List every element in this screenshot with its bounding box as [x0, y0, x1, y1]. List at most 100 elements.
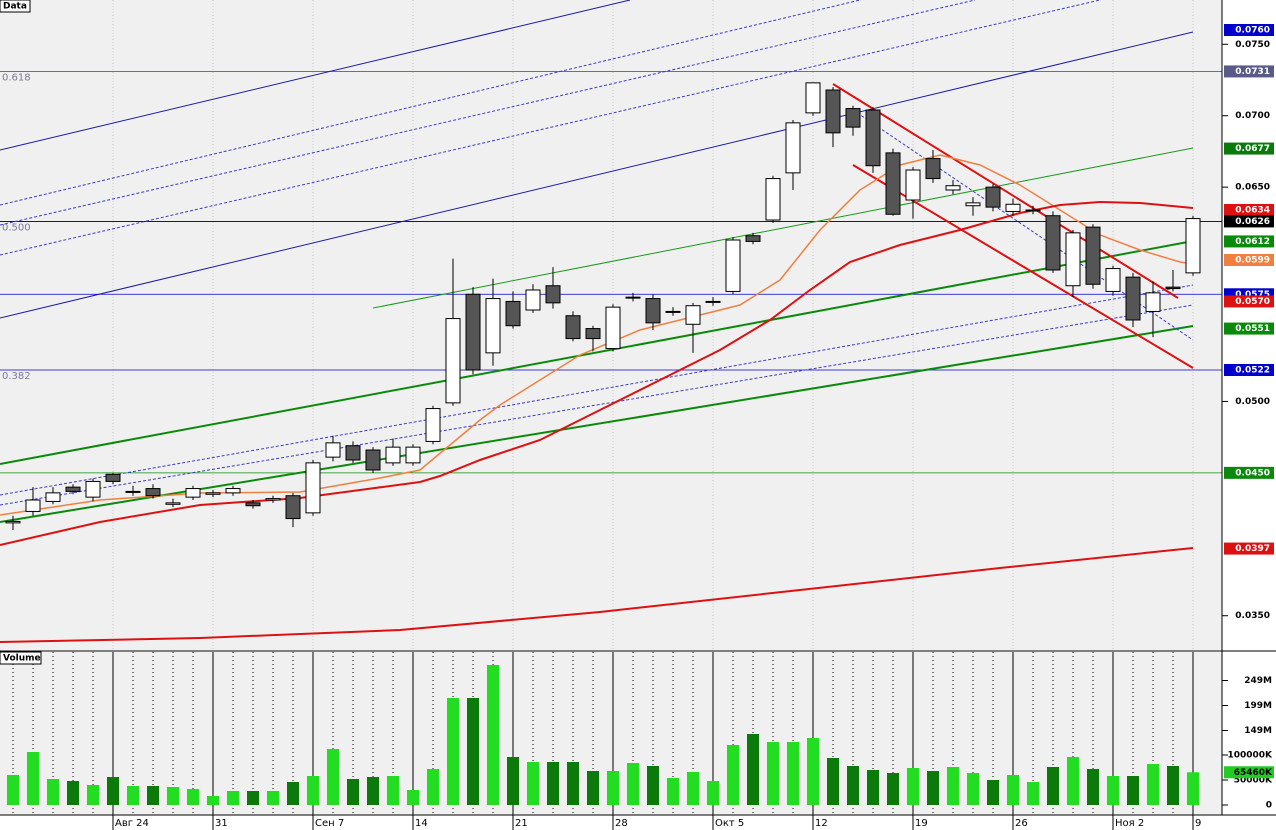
- volume-bar: [1187, 772, 1199, 805]
- trend-line: [832, 83, 1179, 299]
- trend-line: [0, 0, 1101, 256]
- price-marker-label: 0.0397: [1235, 544, 1270, 554]
- price-marker-label: 0.0634: [1235, 206, 1270, 216]
- candle-body: [345, 445, 361, 461]
- volume-tick-label: 100000K: [1227, 751, 1273, 761]
- candle-body: [365, 449, 381, 471]
- volume-bar: [407, 790, 419, 805]
- candle-body: [45, 492, 61, 502]
- candle-body: [285, 495, 301, 520]
- candle-body: [825, 89, 841, 134]
- volume-tick-label: 50000K: [1234, 776, 1273, 786]
- x-tick-label: Сен 7: [315, 818, 344, 829]
- candle-body: [645, 298, 661, 324]
- candle-body: [265, 498, 281, 501]
- candle-body: [785, 122, 801, 174]
- candle-body: [865, 109, 881, 167]
- volume-bar: [587, 771, 599, 805]
- volume-bar: [27, 752, 39, 805]
- candle-body: [205, 492, 221, 495]
- volume-bar: [627, 763, 639, 805]
- volume-bar: [387, 776, 399, 805]
- price-marker: [1224, 466, 1274, 479]
- trend-line: [372, 147, 1194, 309]
- volume-bar: [147, 786, 159, 805]
- y-tick-label: 0.0650: [1235, 183, 1270, 193]
- price-marker-label: 0.0677: [1235, 144, 1270, 154]
- x-tick-label: Ноя 2: [1115, 818, 1144, 829]
- volume-bar: [827, 758, 839, 805]
- candle-body: [65, 486, 81, 492]
- candle-body: [925, 158, 941, 180]
- candle-body: [185, 488, 201, 498]
- candle-body: [1065, 232, 1081, 287]
- price-marker-label: 0.0522: [1235, 366, 1270, 376]
- price-marker-label: 0.0612: [1235, 237, 1270, 247]
- volume-bar: [987, 780, 999, 805]
- candle-body: [165, 502, 181, 505]
- volume-bar: [1147, 764, 1159, 805]
- candle-body: [465, 293, 481, 371]
- volume-bar: [687, 772, 699, 805]
- x-tick-label: 19: [915, 818, 928, 829]
- candle-body: [1025, 209, 1041, 212]
- volume-bar: [927, 771, 939, 805]
- volume-bar: [1087, 769, 1099, 805]
- candle-body: [545, 285, 561, 304]
- panel-label-box: [0, 0, 31, 13]
- y-tick-label: 0.0750: [1235, 40, 1270, 50]
- candle-body: [325, 442, 341, 458]
- candle-body: [1105, 268, 1121, 292]
- fib-label: 0.382: [2, 371, 31, 382]
- volume-marker: [1224, 766, 1274, 779]
- candle-body: [145, 488, 161, 497]
- volume-bar: [867, 770, 879, 805]
- volume-bar: [307, 776, 319, 805]
- price-marker: [1224, 235, 1274, 248]
- panel-label-box: [0, 651, 42, 665]
- volume-bar: [1067, 757, 1079, 805]
- price-marker: [1224, 542, 1274, 555]
- price-marker: [1224, 215, 1274, 228]
- candle-body: [745, 235, 761, 242]
- volume-bar: [707, 781, 719, 805]
- volume-bar: [1027, 782, 1039, 805]
- price-marker-label: 0.0626: [1235, 217, 1270, 227]
- moving-average: [0, 547, 1194, 643]
- volume-bar: [567, 762, 579, 805]
- volume-bar: [447, 698, 459, 805]
- volume-bar: [187, 789, 199, 805]
- candle-body: [905, 169, 921, 201]
- volume-bar: [107, 777, 119, 805]
- volume-tick-label: 199M: [1244, 701, 1272, 711]
- candle-body: [965, 202, 981, 207]
- candle-body: [225, 488, 241, 494]
- volume-bar: [87, 785, 99, 805]
- candle-body: [1085, 226, 1101, 285]
- x-tick-label: 14: [415, 818, 428, 829]
- volume-bar: [487, 665, 499, 805]
- price-marker: [1224, 204, 1274, 216]
- candle-body: [765, 178, 781, 221]
- candle-body: [985, 186, 1001, 208]
- candle-body: [585, 328, 601, 340]
- candle-body: [105, 473, 121, 482]
- candle-body: [5, 520, 21, 524]
- volume-tick-label: 0: [1266, 801, 1272, 811]
- candle-body: [885, 152, 901, 215]
- candle-body: [685, 305, 701, 325]
- moving-average: [0, 200, 1194, 546]
- volume-bar: [507, 757, 519, 805]
- candle-body: [425, 408, 441, 442]
- price-marker: [1224, 24, 1274, 36]
- candle-body: [805, 82, 821, 114]
- trend-line: [0, 0, 976, 226]
- volume-bar: [207, 796, 219, 805]
- volume-bar: [747, 734, 759, 805]
- x-tick-label: Окт 5: [715, 818, 744, 829]
- volume-bar: [547, 762, 559, 805]
- x-tick-label: 31: [215, 818, 228, 829]
- x-tick-label: 28: [615, 818, 628, 829]
- candle-body: [1185, 218, 1201, 274]
- volume-bar: [527, 762, 539, 805]
